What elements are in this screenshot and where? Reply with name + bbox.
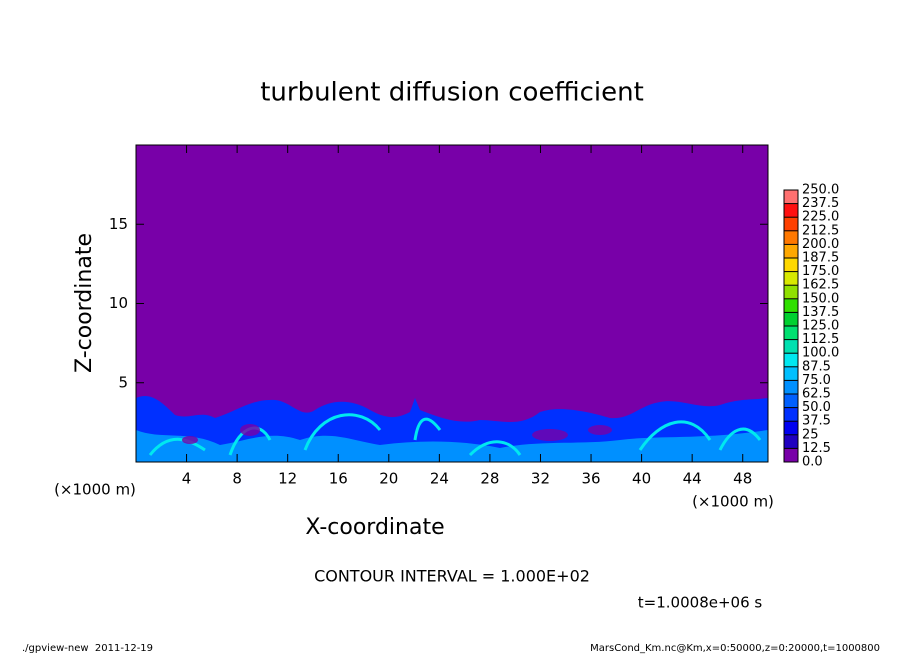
colorbar-label: 250.0: [802, 183, 839, 198]
x-tick-label: 24: [430, 470, 449, 488]
y-tick-label: 15: [109, 215, 128, 233]
x-unit: (×1000 m): [54, 481, 136, 499]
colorbar-label: 12.5: [802, 441, 831, 456]
colorbar-cell: [784, 271, 798, 286]
x-tick-label: 4: [182, 470, 192, 488]
colorbar-cell: [784, 230, 798, 245]
colorbar-cell: [784, 434, 798, 449]
colorbar-cell: [784, 190, 798, 204]
x-tick-label: 8: [232, 470, 242, 488]
colorbar-cell: [784, 298, 798, 313]
colorbar-label: 0.0: [802, 455, 823, 470]
y-tick-label: 10: [109, 294, 128, 312]
colorbar-label: 162.5: [802, 278, 839, 293]
colorbar-cell: [784, 312, 798, 326]
chart-title: turbulent diffusion coefficient: [260, 78, 644, 108]
colorbar-label: 187.5: [802, 251, 839, 266]
time-note: t=1.0008e+06 s: [638, 594, 763, 612]
colorbar-label: 212.5: [802, 223, 839, 238]
x-tick-label: 44: [683, 470, 702, 488]
x-tick-label: 32: [531, 470, 550, 488]
colorbar-cell: [784, 407, 798, 422]
colorbar-label: 137.5: [802, 305, 839, 320]
y-axis-label: Z-coordinate: [72, 233, 97, 373]
x-axis-label: X-coordinate: [305, 515, 444, 540]
colorbar-label: 125.0: [802, 319, 839, 334]
footer-left: ./gpview-new 2011-12-19: [22, 643, 153, 654]
colorbar-cell: [784, 380, 798, 394]
colorbar-cell: [784, 258, 798, 272]
colorbar-label: 175.0: [802, 264, 839, 279]
colorbar-cell: [784, 217, 798, 231]
colorbar-label: 75.0: [802, 373, 831, 388]
colorbar-label: 50.0: [802, 400, 831, 415]
colorbar-cell: [784, 421, 798, 435]
colorbar-label: 87.5: [802, 359, 831, 374]
x-unit: (×1000 m): [692, 493, 774, 511]
colorbar-cell: [784, 366, 798, 381]
x-tick-label: 20: [379, 470, 398, 488]
colorbar-cell: [784, 326, 798, 340]
colorbar-label: 25: [802, 427, 819, 442]
colorbar-label: 237.5: [802, 196, 839, 211]
colorbar-label: 37.5: [802, 414, 831, 429]
field-streaks: [148, 413, 762, 457]
y-tick-label: 5: [118, 373, 128, 391]
footer-right: MarsCond_Km.nc@Km,x=0:50000,z=0:20000,t=…: [590, 643, 880, 654]
colorbar-label: 112.5: [802, 332, 839, 347]
contour-field: [136, 395, 768, 462]
colorbar-label: 200.0: [802, 237, 839, 252]
x-tick-label: 16: [329, 470, 348, 488]
colorbar-cell: [784, 203, 798, 218]
x-tick-label: 48: [733, 470, 752, 488]
colorbar-cell: [784, 339, 798, 354]
field-region: [136, 430, 768, 462]
colorbar-label: 100.0: [802, 346, 839, 361]
colorbar-cell: [784, 353, 798, 367]
x-tick-label: 28: [480, 470, 499, 488]
x-tick-label: 40: [632, 470, 651, 488]
colorbar-cell: [784, 394, 798, 408]
colorbar-cell: [784, 448, 798, 462]
colorbar-label: 225.0: [802, 210, 839, 225]
x-tick-label: 36: [581, 470, 600, 488]
contour-interval: CONTOUR INTERVAL = 1.000E+02: [314, 567, 590, 586]
colorbar-cell: [784, 244, 798, 258]
colorbar-label: 62.5: [802, 387, 831, 402]
colorbar-cell: [784, 285, 798, 299]
field-gaps: [182, 424, 612, 444]
colorbar-label: 150.0: [802, 291, 839, 306]
x-tick-label: 12: [278, 470, 297, 488]
